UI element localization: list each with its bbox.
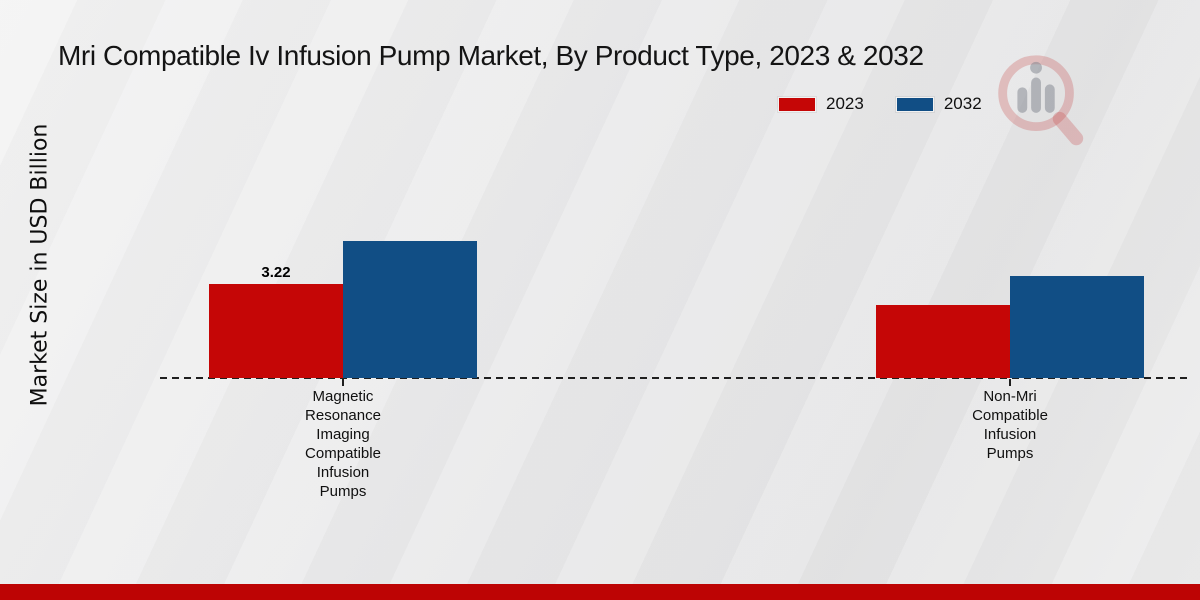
bar-2023-category-1 (209, 284, 343, 378)
legend-label-2023: 2023 (826, 94, 864, 113)
axis-tick-category-2 (1009, 379, 1011, 386)
category-label-non-mri: Non-Mri Compatible Infusion Pumps (972, 388, 1048, 462)
chart-title: Mri Compatible Iv Infusion Pump Market, … (58, 40, 924, 71)
legend: 2023 2032 (778, 94, 982, 114)
legend-swatch-2032 (895, 96, 934, 112)
legend-label-2032: 2032 (943, 94, 982, 113)
bar-2023-category-2 (876, 305, 1010, 378)
axis-tick-category-1 (342, 379, 344, 386)
bar-2032-category-1 (343, 241, 477, 378)
legend-item-2023: 2023 (778, 94, 864, 114)
bar-2032-category-2 (1010, 276, 1144, 378)
x-axis-line (160, 377, 1190, 379)
legend-swatch-2023 (778, 96, 816, 112)
footer-accent-bar (0, 584, 1200, 600)
legend-item-2032: 2032 (895, 94, 982, 114)
bar-value-label-2023-category-1: 3.22 (261, 264, 291, 281)
category-label-mri-compatible: Magnetic Resonance Imaging Compatible In… (305, 388, 381, 500)
